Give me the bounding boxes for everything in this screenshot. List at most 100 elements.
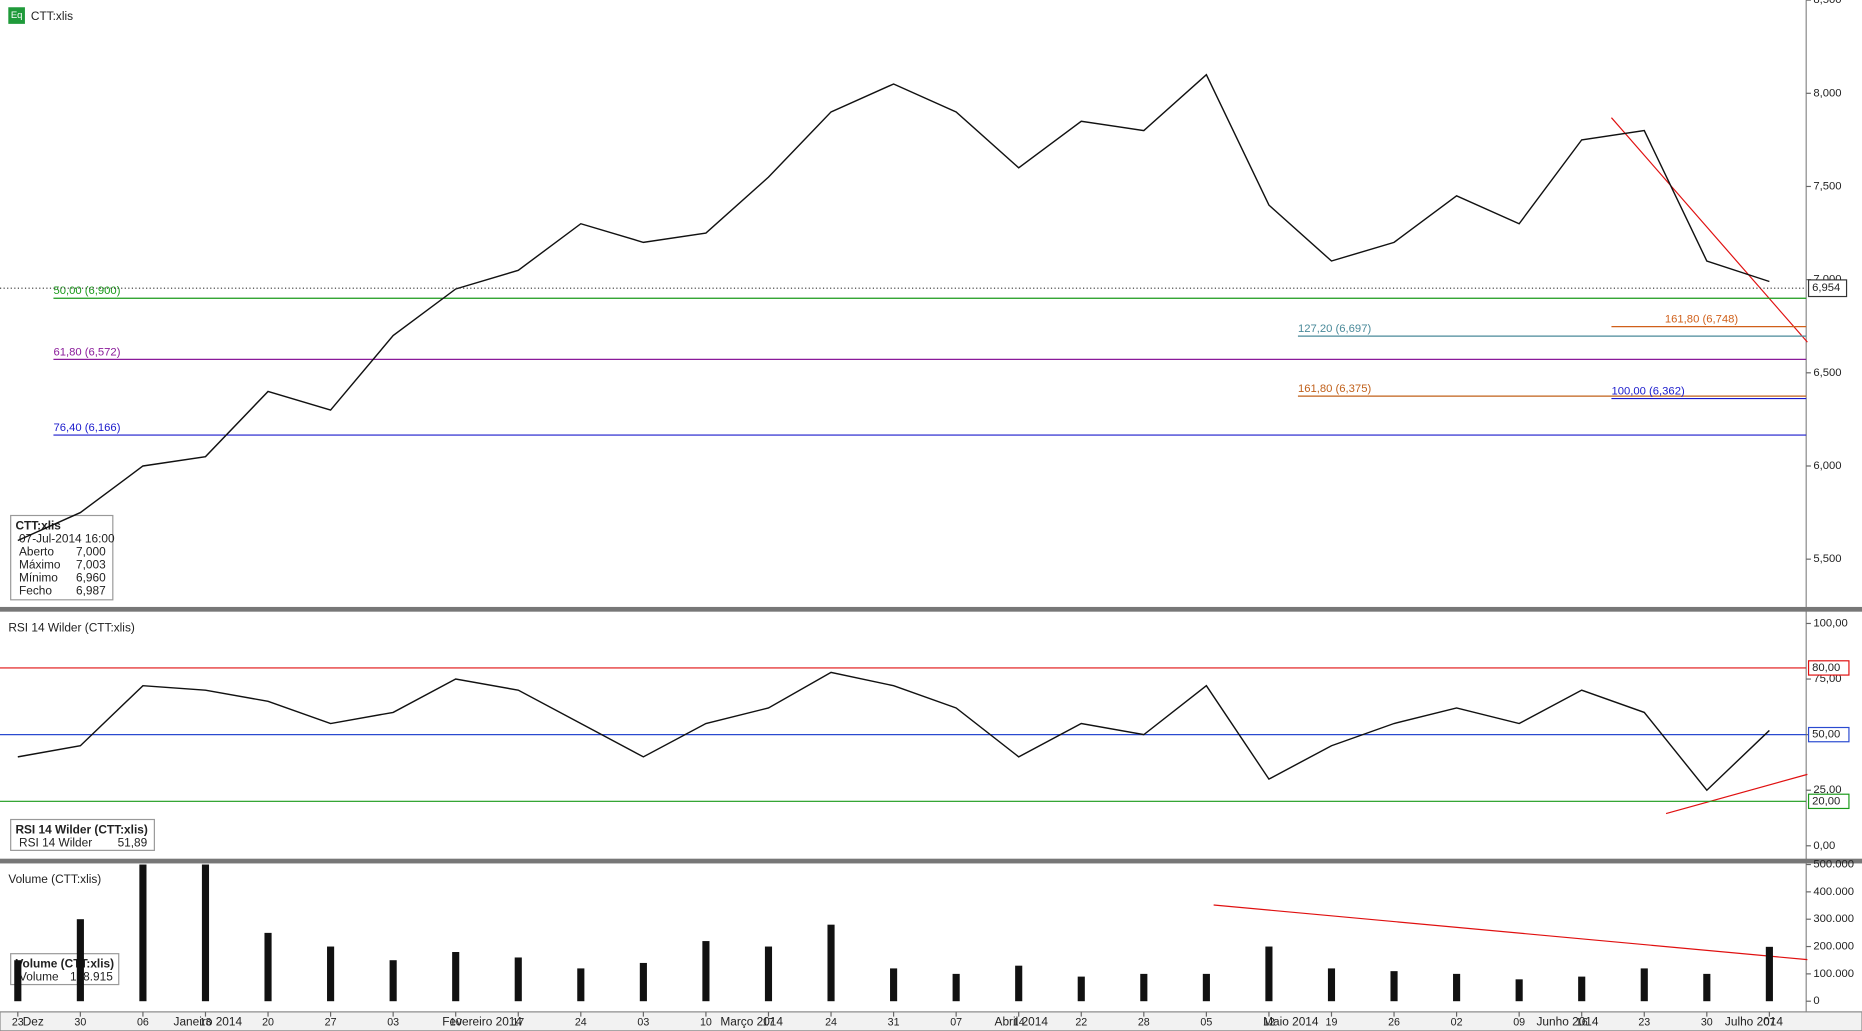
info-value: 6,960 xyxy=(76,571,106,585)
month-label: Dez xyxy=(23,1015,44,1029)
rsi-frame xyxy=(10,818,155,851)
level-label: 61,80 (6,572) xyxy=(53,346,120,358)
x-tick-label: 13 xyxy=(200,1016,212,1028)
y-tick-label: 400.000 xyxy=(1813,886,1854,898)
month-label: Junho 2014 xyxy=(1537,1015,1599,1029)
volume-bar xyxy=(201,864,210,1002)
x-tick-label: 12 xyxy=(1263,1016,1275,1028)
volume-bar xyxy=(1640,968,1648,1002)
volume-bar xyxy=(702,941,710,1002)
x-tick-label: 24 xyxy=(825,1016,837,1028)
x-tick-label: 05 xyxy=(1200,1016,1212,1028)
y-tick-label: 25,00 xyxy=(1813,784,1841,796)
rsi-box: RSI 14 Wilder (CTT:xlis) RSI 14 Wilder 5… xyxy=(10,818,155,851)
y-tick-label: 0,00 xyxy=(1813,840,1835,852)
y-tick-label: 7,500 xyxy=(1813,180,1841,192)
pane-divider xyxy=(0,858,1862,864)
y-tick-label: 6,500 xyxy=(1813,367,1841,379)
trendline xyxy=(1213,904,1808,961)
price-line xyxy=(17,73,1770,542)
y-tick-label: 100.000 xyxy=(1813,968,1854,980)
y-tick-label: 200.000 xyxy=(1813,941,1854,953)
info-title: CTT:xlis xyxy=(15,518,61,532)
info-label: Mínimo xyxy=(19,571,58,585)
volume-bar xyxy=(14,960,22,1002)
info-value: 7,003 xyxy=(76,558,106,572)
level-label: 161,80 (6,748) xyxy=(1665,313,1739,325)
pane-divider xyxy=(0,606,1862,612)
volume-bar xyxy=(1765,946,1773,1002)
month-label: Janeiro 2014 xyxy=(174,1015,243,1029)
pane-title[interactable]: RSI 14 Wilder (CTT:xlis) xyxy=(8,620,135,634)
y-tick-label: 500.000 xyxy=(1813,859,1854,871)
level-tag-label: 50,00 xyxy=(1812,729,1840,741)
volume-box-value: 198.915 xyxy=(70,970,113,984)
y-tick-label: 5,500 xyxy=(1813,553,1841,565)
volume-bar xyxy=(827,924,835,1002)
x-tick-label: 17 xyxy=(763,1016,775,1028)
info-label: Aberto xyxy=(19,544,54,558)
trendline xyxy=(1610,117,1808,343)
logo-text: Eq xyxy=(11,10,23,21)
rsi-box-value: 51,89 xyxy=(118,835,148,849)
y-tick-label: 75,00 xyxy=(1813,673,1841,685)
volume-bar xyxy=(1140,973,1148,1002)
y-tick-label: 8,500 xyxy=(1813,0,1841,6)
month-label: Abril 2014 xyxy=(995,1015,1049,1029)
volume-bar xyxy=(890,968,898,1002)
volume-bar xyxy=(452,952,460,1002)
pane-title[interactable]: CTT:xlis xyxy=(31,9,73,23)
info-value: 6,987 xyxy=(76,584,106,598)
volume-bar xyxy=(1703,973,1711,1002)
logo xyxy=(8,7,25,24)
x-tick-label: 10 xyxy=(450,1016,462,1028)
pane-title[interactable]: Volume (CTT:xlis) xyxy=(8,872,101,886)
volume-bar xyxy=(639,962,647,1002)
level-label: 161,80 (6,375) xyxy=(1298,383,1372,395)
volume-bar xyxy=(76,919,84,1002)
info-value: 7,000 xyxy=(76,544,106,558)
rsi-box-title: RSI 14 Wilder (CTT:xlis) xyxy=(15,822,147,836)
level-label: 127,20 (6,697) xyxy=(1298,323,1372,335)
level-label: 100,00 (6,362) xyxy=(1611,385,1685,397)
x-tick-label: 22 xyxy=(1075,1016,1087,1028)
level-label: 76,40 (6,166) xyxy=(53,422,120,434)
volume-bar xyxy=(577,968,585,1002)
last-price-label: 6,954 xyxy=(1812,282,1840,294)
x-tick-label: 30 xyxy=(1701,1016,1713,1028)
x-tick-label: 24 xyxy=(575,1016,587,1028)
info-date: 07-Jul-2014 16:00 xyxy=(19,531,115,545)
level-tag xyxy=(1807,726,1850,743)
x-tick-label: 07 xyxy=(1763,1016,1775,1028)
level-tag xyxy=(1807,793,1850,810)
volume-bar xyxy=(264,932,272,1002)
x-tick-label: 27 xyxy=(325,1016,337,1028)
volume-bar xyxy=(1265,946,1273,1002)
volume-bar xyxy=(1578,976,1586,1002)
volume-bar xyxy=(139,864,147,1002)
volume-bar xyxy=(1390,971,1398,1002)
level-tag-label: 80,00 xyxy=(1812,662,1840,674)
x-tick-label: 16 xyxy=(1576,1016,1588,1028)
volume-box-label: Volume xyxy=(19,970,59,984)
x-tick-label: 19 xyxy=(1326,1016,1338,1028)
level-tag-label: 20,00 xyxy=(1812,795,1840,807)
info-box: CTT:xlis 07-Jul-2014 16:00 Aberto 7,000 M… xyxy=(10,514,115,601)
volume-bar xyxy=(514,957,522,1002)
level-tag xyxy=(1807,660,1850,676)
volume-bar xyxy=(1453,973,1461,1002)
volume-box-title: Volume (CTT:xlis) xyxy=(15,957,114,971)
x-tick-label: 23 xyxy=(1638,1016,1650,1028)
x-tick-label: 07 xyxy=(950,1016,962,1028)
rsi-box-label: RSI 14 Wilder xyxy=(19,835,92,849)
volume-bar xyxy=(1015,965,1023,1002)
y-tick-label: 300.000 xyxy=(1813,913,1854,925)
x-tick-label: 03 xyxy=(637,1016,649,1028)
month-label: Julho 2014 xyxy=(1725,1015,1783,1029)
trendline xyxy=(1665,773,1808,815)
volume-bar xyxy=(1327,968,1336,1002)
x-tick-label: 26 xyxy=(1388,1016,1400,1028)
y-tick-label: 8,000 xyxy=(1813,87,1841,99)
